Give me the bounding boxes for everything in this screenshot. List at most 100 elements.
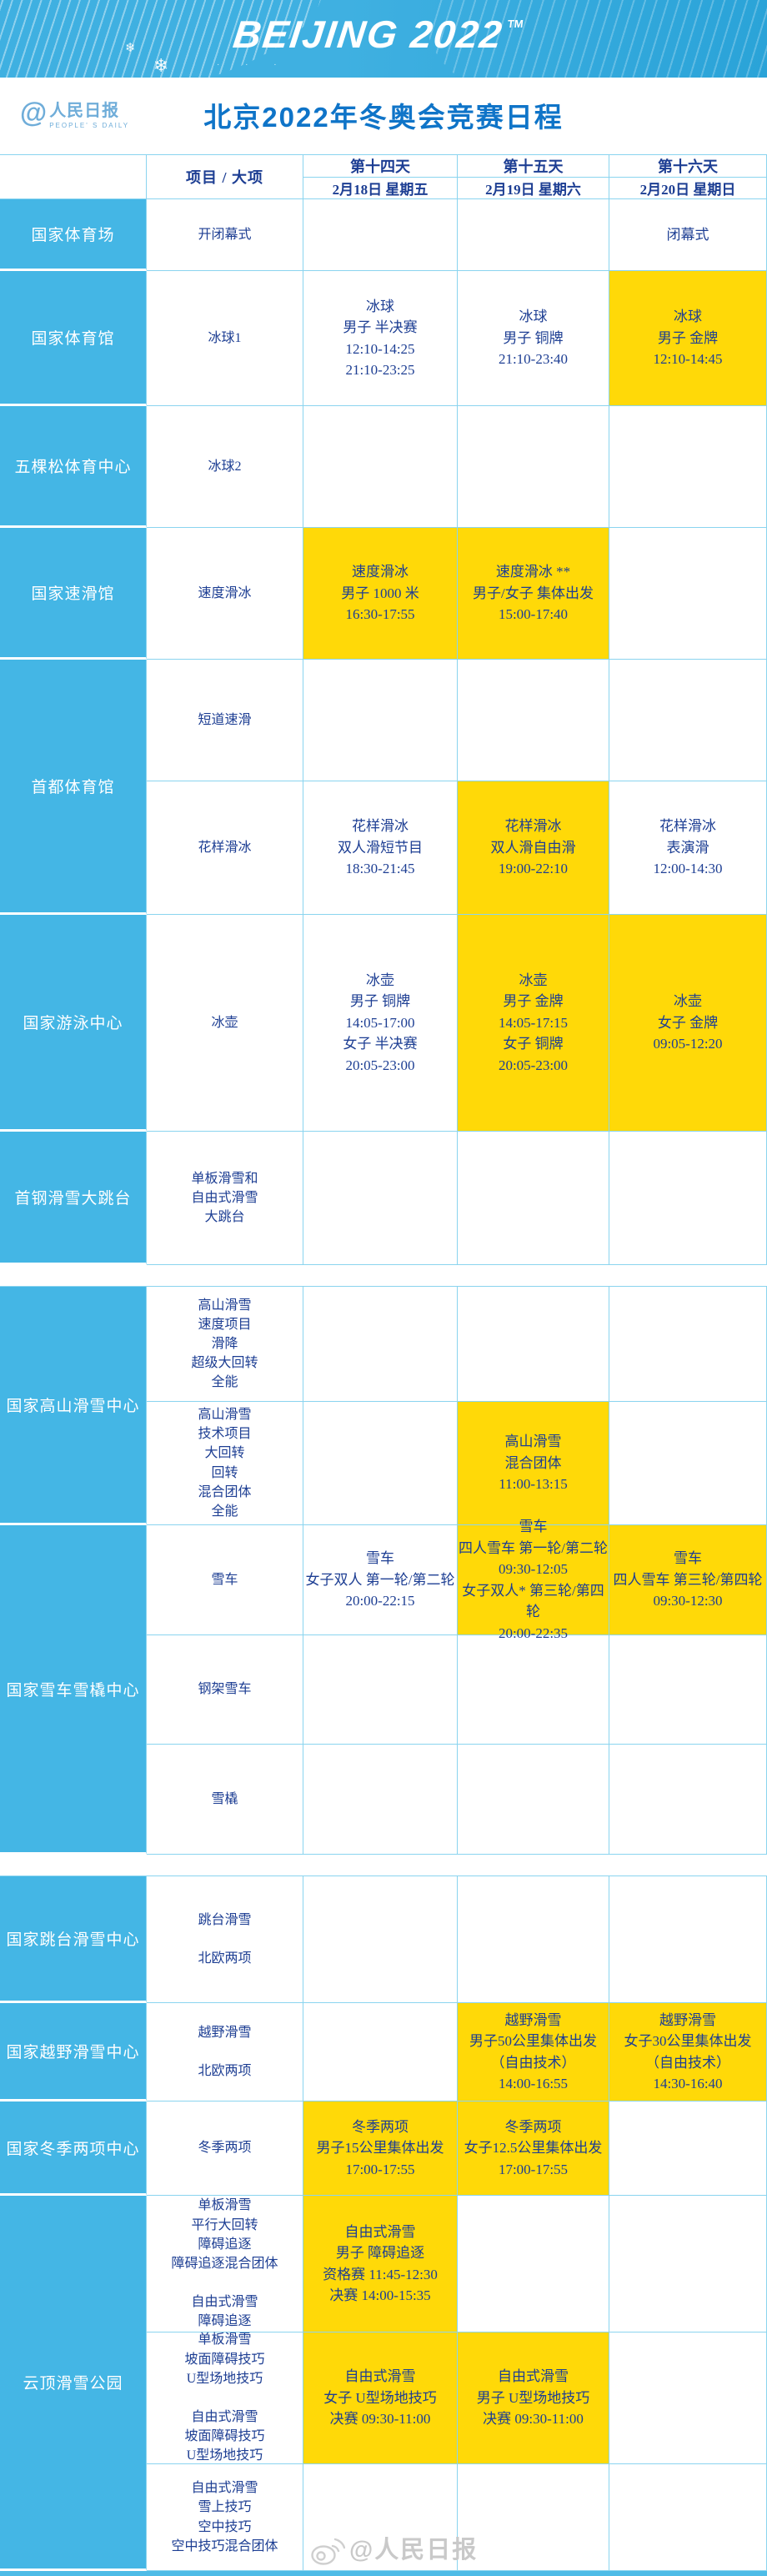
day-cell-text: 冬季两项 男子15公里集体出发 17:00-17:55 <box>316 2118 444 2177</box>
day-cell-text: 花样滑冰 双人滑自由滑 19:00-22:10 <box>490 818 576 877</box>
event-cell: 跳台滑雪 北欧两项 <box>147 1876 303 2003</box>
venue-rows: 越野滑雪 北欧两项 越野滑雪 男子50公里集体出发 （自由技术） 14:00-16… <box>147 2003 767 2101</box>
snowflake-icon: ❄ <box>125 41 136 55</box>
day-cell <box>458 1132 609 1265</box>
event-cell: 速度滑冰 <box>147 528 303 660</box>
venue-rows: 跳台滑雪 北欧两项 <box>147 1876 767 2003</box>
day-cell: 花样滑冰 双人滑短节目 18:30-21:45 <box>303 781 458 915</box>
day-cell-text: 雪车 四人雪车 第一轮/第二轮 09:30-12:05 女子双人* 第三轮/第四… <box>459 1519 608 1641</box>
event-cell: 自由式滑雪 雪上技巧 空中技巧 空中技巧混合团体 <box>147 2464 303 2571</box>
day-cell-text: 自由式滑雪 女子 U型场地技巧 决赛 09:30-11:00 <box>323 2368 437 2428</box>
venue-rows: 速度滑冰 速度滑冰 男子 1000 米 16:30-17:55 速度滑冰 ** 男子… <box>147 528 767 660</box>
zone-separator <box>0 1265 767 1286</box>
day-cell-text: 冰球 男子 铜牌 21:10-23:40 <box>498 309 569 368</box>
event-cell: 越野滑雪 北欧两项 <box>147 2003 303 2101</box>
day-cell: 冰球 男子 半决赛 12:10-14:25 21:10-23:25 <box>303 271 458 406</box>
day-cell <box>458 1635 609 1745</box>
at-icon: @ <box>20 97 48 128</box>
day-cell: 冰壶 男子 铜牌 14:05-17:00 女子 半决赛 20:05-23:00 <box>303 915 458 1132</box>
day-cell-text: 雪车 女子双人 第一轮/第二轮 20:00-22:15 <box>305 1550 455 1609</box>
weibo-icon <box>311 2538 345 2565</box>
day-cell <box>609 1745 767 1855</box>
day-cell-text: 花样滑冰 双人滑短节目 18:30-21:45 <box>338 818 423 877</box>
day-cell <box>609 1402 767 1525</box>
day-cell <box>609 1635 767 1745</box>
schedule-row: 自由式滑雪 雪上技巧 空中技巧 空中技巧混合团体 @人民日报 <box>147 2464 767 2571</box>
day-cell-highlight: 越野滑雪 男子50公里集体出发 （自由技术） 14:00-16:55 <box>458 2003 609 2101</box>
day-cell-highlight: 高山滑雪 混合团体 11:00-13:15 <box>458 1402 609 1525</box>
day-cell <box>458 406 609 528</box>
day-15-date: 2月19日 星期六 <box>485 182 581 198</box>
day-cell <box>609 2101 767 2196</box>
venue-section: 国家高山滑雪中心 高山滑雪 速度项目 滑降 超级大回转 全能 高山滑雪 技术项目 大… <box>0 1286 767 1525</box>
event-cell: 开闭幕式 <box>147 199 303 271</box>
venue-section: 国家游泳中心 冰壶 冰壶 男子 铜牌 14:05-17:00 女子 半决赛 20:0… <box>0 915 767 1132</box>
schedule-row: 钢架雪车 <box>147 1635 767 1745</box>
venue-cell: 国家体育场 <box>0 199 147 271</box>
event-cell: 雪车 <box>147 1525 303 1635</box>
day-cell: 雪车 女子双人 第一轮/第二轮 20:00-22:15 <box>303 1525 458 1635</box>
banner-title-text: BEIJING 2022 <box>230 13 506 56</box>
day-cell-text: 冰壶 女子 金牌 09:05-12:20 <box>653 993 723 1052</box>
day-cell-text: 越野滑雪 男子50公里集体出发 （自由技术） 14:00-16:55 <box>469 2011 597 2092</box>
event-cell: 单板滑雪和 自由式滑雪 大跳台 <box>147 1132 303 1265</box>
day-14-header: 第十四天 2月18日 星期五 <box>303 155 458 199</box>
event-column-header: 项目 / 大项 <box>147 155 303 199</box>
trademark-mark: TM <box>506 18 524 30</box>
schedule-row: 短道速滑 <box>147 660 767 781</box>
day-cell-highlight: 速度滑冰 男子 1000 米 16:30-17:55 <box>303 528 458 660</box>
day-cell <box>609 406 767 528</box>
day-cell-highlight: 冰壶 男子 金牌 14:05-17:15 女子 铜牌 20:05-23:00 <box>458 915 609 1132</box>
day-cell-text: 自由式滑雪 男子 U型场地技巧 决赛 09:30-11:00 <box>476 2368 590 2428</box>
day-cell <box>303 1745 458 1855</box>
venue-section: 国家越野滑雪中心 越野滑雪 北欧两项 越野滑雪 男子50公里集体出发 （自由技术） … <box>0 2003 767 2101</box>
venue-rows: 短道速滑 花样滑冰 花样滑冰 双人滑短节目 18:30-21:45 花样滑冰 双人滑自… <box>147 660 767 915</box>
day-cell-highlight: 冬季两项 男子15公里集体出发 17:00-17:55 <box>303 2101 458 2196</box>
snow-dots-decoration: · · · <box>217 60 288 69</box>
schedule-row: 高山滑雪 技术项目 大回转 回转 混合团体 全能 高山滑雪 混合团体 11:00-… <box>147 1402 767 1525</box>
venue-cell: 国家雪车雪橇中心 <box>0 1525 147 1855</box>
watermark: @人民日报 <box>308 2533 478 2569</box>
schedule-row: 开闭幕式 闭幕式 <box>147 199 767 271</box>
day-cell-text: 冰球 男子 半决赛 12:10-14:25 21:10-23:25 <box>343 298 418 379</box>
venue-rows: 冰球2 <box>147 406 767 528</box>
day-cell <box>303 1876 458 2003</box>
day-cell <box>303 406 458 528</box>
day-cell-highlight: 雪车 四人雪车 第一轮/第二轮 09:30-12:05 女子双人* 第三轮/第四… <box>458 1519 609 1641</box>
event-cell: 短道速滑 <box>147 660 303 781</box>
day-cell-highlight: 雪车 四人雪车 第三轮/第四轮 09:30-12:30 <box>609 1525 767 1635</box>
day-14-date: 2月18日 星期五 <box>332 182 429 198</box>
day-15-header: 第十五天 2月19日 星期六 <box>458 155 609 199</box>
schedule-row: 雪橇 <box>147 1745 767 1855</box>
schedule-table: 项目 / 大项 第十四天 2月18日 星期五 第十五天 2月19日 星期六 第十… <box>0 154 767 2571</box>
day-cell <box>458 2464 609 2571</box>
day-cell <box>609 2332 767 2464</box>
peoples-daily-logo: @ 人民日报 PEOPLE' S DAILY <box>20 97 129 130</box>
venue-rows: 单板滑雪和 自由式滑雪 大跳台 <box>147 1132 767 1265</box>
schedule-row: 花样滑冰 花样滑冰 双人滑短节目 18:30-21:45 花样滑冰 双人滑自由滑 1… <box>147 781 767 915</box>
venue-section: 首钢滑雪大跳台 单板滑雪和 自由式滑雪 大跳台 <box>0 1132 767 1265</box>
day-cell <box>609 1132 767 1265</box>
day-cell-highlight: 自由式滑雪 男子 U型场地技巧 决赛 09:30-11:00 <box>458 2332 609 2464</box>
event-cell: 高山滑雪 速度项目 滑降 超级大回转 全能 <box>147 1287 303 1402</box>
venue-cell: 国家体育馆 <box>0 271 147 406</box>
schedule-row: 冰球2 <box>147 406 767 528</box>
venue-rows: 单板滑雪 平行大回转 障碍追逐 障碍追逐混合团体 自由式滑雪 障碍追逐 自由式滑雪… <box>147 2196 767 2571</box>
beijing-2022-banner: ❄ ❄ · · · BEIJING 2022TM <box>0 0 767 78</box>
venue-section: 国家体育场 开闭幕式 闭幕式 <box>0 199 767 271</box>
day-cell: 冰球 男子 铜牌 21:10-23:40 <box>458 271 609 406</box>
banner-title: BEIJING 2022TM <box>231 12 525 57</box>
day-cell-highlight: 花样滑冰 双人滑自由滑 19:00-22:10 <box>458 781 609 915</box>
day-cell <box>303 1402 458 1525</box>
venue-rows: 高山滑雪 速度项目 滑降 超级大回转 全能 高山滑雪 技术项目 大回转 回转 混合… <box>147 1287 767 1525</box>
venue-cell: 国家游泳中心 <box>0 915 147 1132</box>
day-cell <box>458 1745 609 1855</box>
venue-cell: 国家速滑馆 <box>0 528 147 660</box>
venue-cell: 云顶滑雪公园 <box>0 2196 147 2571</box>
venue-cell: 国家高山滑雪中心 <box>0 1287 147 1525</box>
day-cell-highlight: 自由式滑雪 男子 障碍追逐 资格赛 11:45-12:30 决赛 14:00-1… <box>303 2196 458 2332</box>
day-cell-text: 冬季两项 女子12.5公里集体出发 17:00-17:55 <box>464 2118 603 2177</box>
venue-cell: 首钢滑雪大跳台 <box>0 1132 147 1265</box>
venue-section: 首都体育馆 短道速滑 花样滑冰 花样滑冰 双人滑短节目 18:30-21:45 花样滑冰… <box>0 660 767 915</box>
